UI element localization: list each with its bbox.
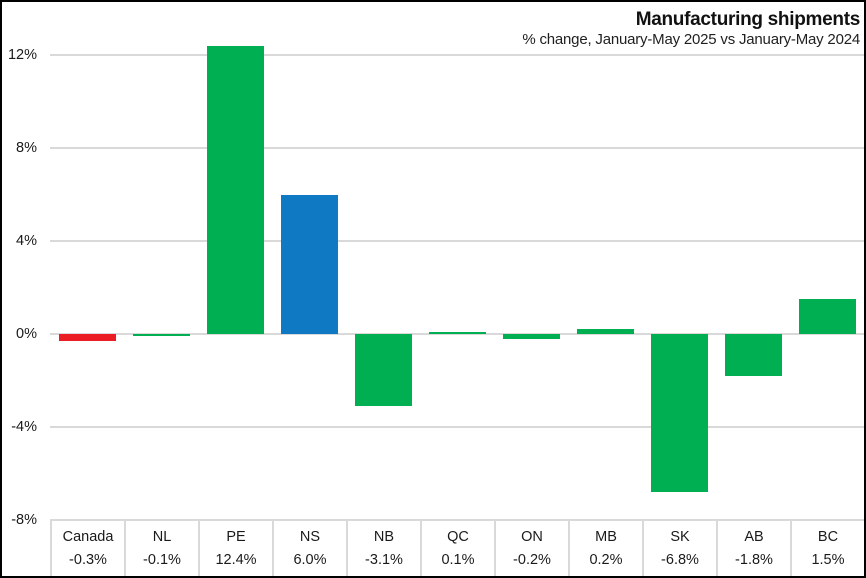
bar-canada bbox=[58, 334, 116, 341]
bar-qc bbox=[428, 331, 486, 334]
y-axis-tick-label: -8% bbox=[11, 512, 37, 528]
category-label: MB bbox=[595, 528, 617, 545]
table-cell-ns: NS 6.0% bbox=[272, 521, 346, 576]
category-label: NS bbox=[299, 528, 321, 545]
bar-ab bbox=[724, 334, 782, 376]
category-value: -6.8% bbox=[661, 552, 699, 569]
category-label: QC bbox=[447, 528, 469, 545]
category-value: -3.1% bbox=[365, 552, 403, 569]
chart-title: Manufacturing shipments bbox=[635, 9, 861, 30]
y-gridline bbox=[50, 519, 864, 521]
category-value: -1.8% bbox=[735, 552, 773, 569]
category-label: ON bbox=[521, 528, 543, 545]
category-label: AB bbox=[744, 528, 764, 545]
table-cell-on: ON -0.2% bbox=[494, 521, 568, 576]
table-cell-nl: NL -0.1% bbox=[124, 521, 198, 576]
table-cell-ab: AB -1.8% bbox=[716, 521, 790, 576]
y-axis-tick-label: 8% bbox=[16, 140, 37, 156]
y-axis-tick-label: 0% bbox=[16, 326, 37, 342]
bar-bc bbox=[798, 299, 856, 334]
bar-sk bbox=[650, 334, 708, 493]
bar-mb bbox=[576, 329, 634, 334]
category-value: -0.1% bbox=[143, 552, 181, 569]
category-value: 0.1% bbox=[441, 552, 475, 569]
bar-nb bbox=[354, 334, 412, 407]
table-cell-canada: Canada -0.3% bbox=[50, 521, 124, 576]
category-value: -0.2% bbox=[513, 552, 551, 569]
category-label: NB bbox=[373, 528, 395, 545]
y-axis-tick-label: -4% bbox=[11, 419, 37, 435]
category-value: 0.2% bbox=[589, 552, 623, 569]
bar-nl bbox=[132, 334, 190, 337]
bar-ns bbox=[280, 194, 338, 334]
y-gridline bbox=[50, 54, 864, 56]
bar-pe bbox=[206, 45, 264, 334]
category-label: BC bbox=[817, 528, 839, 545]
category-value: 12.4% bbox=[215, 552, 257, 569]
y-axis-tick-label: 4% bbox=[16, 233, 37, 249]
chart-subtitle: % change, January-May 2025 vs January-Ma… bbox=[522, 31, 860, 48]
category-label: SK bbox=[670, 528, 690, 545]
x-axis-data-table: Canada -0.3% NL -0.1% PE 12.4% NS 6.0% NB -3.1% QC… bbox=[50, 521, 864, 576]
category-label: PE bbox=[226, 528, 246, 545]
category-label: NL bbox=[152, 528, 172, 545]
bar-on bbox=[502, 334, 560, 339]
y-gridline bbox=[50, 333, 864, 335]
y-gridline bbox=[50, 240, 864, 242]
y-gridline bbox=[50, 147, 864, 149]
table-cell-bc: BC 1.5% bbox=[790, 521, 864, 576]
category-value: -0.3% bbox=[69, 552, 107, 569]
table-cell-qc: QC 0.1% bbox=[420, 521, 494, 576]
y-gridline bbox=[50, 426, 864, 428]
table-cell-sk: SK -6.8% bbox=[642, 521, 716, 576]
chart-header: Manufacturing shipments % change, Januar… bbox=[522, 8, 860, 49]
table-cell-pe: PE 12.4% bbox=[198, 521, 272, 576]
table-cell-nb: NB -3.1% bbox=[346, 521, 420, 576]
table-cell-mb: MB 0.2% bbox=[568, 521, 642, 576]
y-axis-tick-label: 12% bbox=[7, 47, 37, 63]
category-label: Canada bbox=[62, 528, 114, 545]
category-value: 1.5% bbox=[811, 552, 845, 569]
category-value: 6.0% bbox=[293, 552, 327, 569]
